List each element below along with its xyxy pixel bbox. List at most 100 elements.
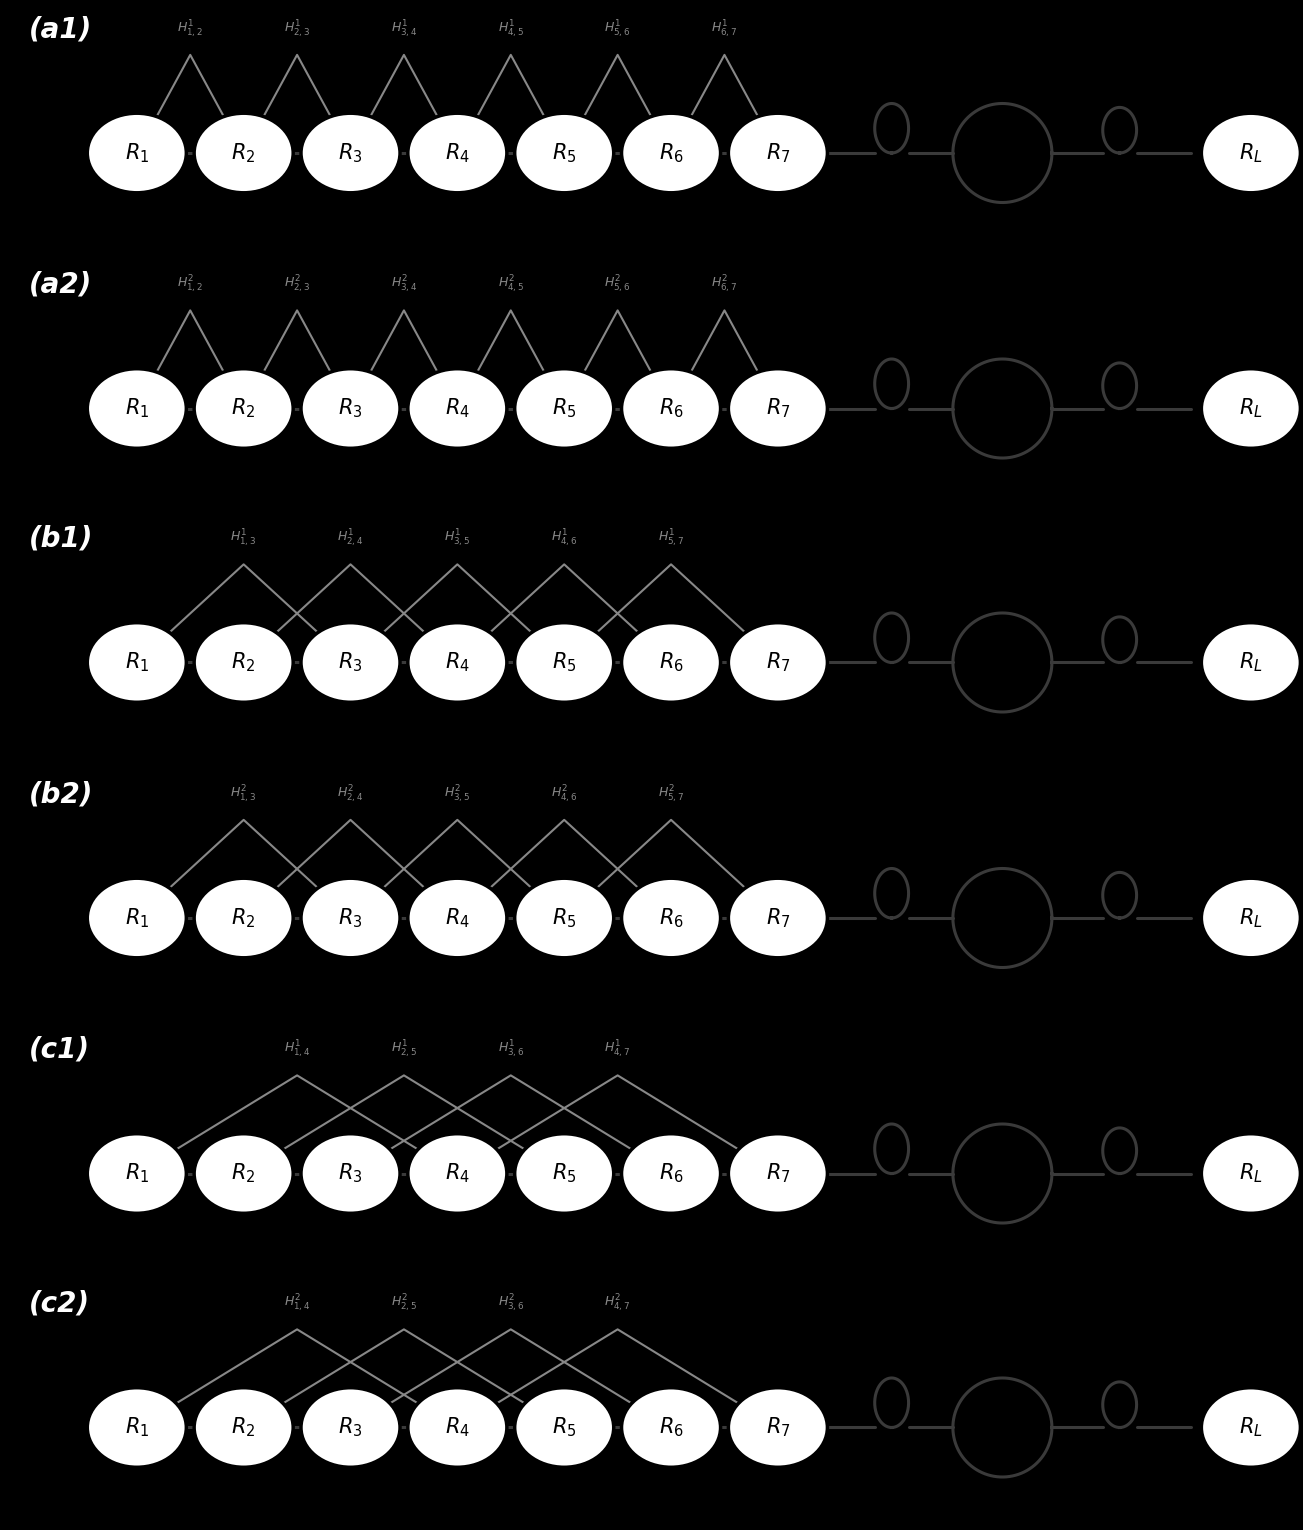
Text: $R_{6}$: $R_{6}$ [658,396,684,421]
Text: $R_{1}$: $R_{1}$ [125,396,149,421]
Ellipse shape [515,369,614,448]
Text: $H^2_{4,5}$: $H^2_{4,5}$ [498,274,524,295]
Text: (c2): (c2) [29,1290,90,1317]
Ellipse shape [87,113,186,193]
Text: $R_{4}$: $R_{4}$ [444,1415,470,1440]
Text: $H^1_{4,5}$: $H^1_{4,5}$ [498,18,524,40]
Text: $H^1_{1,4}$: $H^1_{1,4}$ [284,1039,310,1060]
Text: $R_{3}$: $R_{3}$ [339,906,362,930]
Ellipse shape [194,623,293,702]
Text: $H^2_{1,2}$: $H^2_{1,2}$ [177,274,203,295]
Text: $H^1_{4,7}$: $H^1_{4,7}$ [605,1039,631,1060]
Text: $H^2_{4,6}$: $H^2_{4,6}$ [551,783,577,805]
Text: $R_{7}$: $R_{7}$ [766,650,790,675]
Ellipse shape [515,1388,614,1467]
Ellipse shape [1201,1134,1300,1213]
Text: $R_L$: $R_L$ [1239,906,1263,930]
Text: $R_{1}$: $R_{1}$ [125,1415,149,1440]
Text: $R_{6}$: $R_{6}$ [658,650,684,675]
Text: $H^2_{2,3}$: $H^2_{2,3}$ [284,274,310,295]
Ellipse shape [194,113,293,193]
Ellipse shape [728,113,827,193]
Text: $R_{1}$: $R_{1}$ [125,1161,149,1186]
Text: $R_{4}$: $R_{4}$ [444,906,470,930]
Text: $H^1_{2,5}$: $H^1_{2,5}$ [391,1039,417,1060]
Ellipse shape [728,623,827,702]
Text: $H^2_{2,5}$: $H^2_{2,5}$ [391,1293,417,1314]
Text: (b1): (b1) [29,525,93,552]
Text: $R_{7}$: $R_{7}$ [766,906,790,930]
Ellipse shape [622,369,721,448]
Text: $R_{2}$: $R_{2}$ [232,906,255,930]
Text: $R_L$: $R_L$ [1239,396,1263,421]
Text: $R_{5}$: $R_{5}$ [552,1415,576,1440]
Text: $R_{2}$: $R_{2}$ [232,650,255,675]
Ellipse shape [408,1388,507,1467]
Text: $R_{5}$: $R_{5}$ [552,650,576,675]
Text: $R_L$: $R_L$ [1239,1161,1263,1186]
Text: $H^2_{3,5}$: $H^2_{3,5}$ [444,783,470,805]
Text: $H^1_{1,2}$: $H^1_{1,2}$ [177,18,203,40]
Text: $H^1_{3,4}$: $H^1_{3,4}$ [391,18,417,40]
Ellipse shape [408,369,507,448]
Ellipse shape [408,113,507,193]
Ellipse shape [1201,878,1300,958]
Text: $H^2_{6,7}$: $H^2_{6,7}$ [711,274,737,295]
Text: $R_{2}$: $R_{2}$ [232,396,255,421]
Text: $H^1_{1,3}$: $H^1_{1,3}$ [231,528,257,549]
Ellipse shape [622,623,721,702]
Ellipse shape [1201,369,1300,448]
Text: $H^1_{2,3}$: $H^1_{2,3}$ [284,18,310,40]
Text: (c1): (c1) [29,1036,90,1063]
Text: $R_{2}$: $R_{2}$ [232,1161,255,1186]
Ellipse shape [622,878,721,958]
Text: $R_{4}$: $R_{4}$ [444,396,470,421]
Text: $R_{4}$: $R_{4}$ [444,141,470,165]
Ellipse shape [194,369,293,448]
Text: $R_L$: $R_L$ [1239,1415,1263,1440]
Text: $R_{1}$: $R_{1}$ [125,906,149,930]
Text: $R_{2}$: $R_{2}$ [232,141,255,165]
Ellipse shape [1201,623,1300,702]
Text: $H^2_{1,4}$: $H^2_{1,4}$ [284,1293,310,1314]
Text: $R_{6}$: $R_{6}$ [658,906,684,930]
Ellipse shape [1201,113,1300,193]
Ellipse shape [194,878,293,958]
Text: $H^2_{3,4}$: $H^2_{3,4}$ [391,274,417,295]
Text: $R_{3}$: $R_{3}$ [339,650,362,675]
Ellipse shape [87,878,186,958]
Ellipse shape [622,1388,721,1467]
Text: $R_{5}$: $R_{5}$ [552,396,576,421]
Ellipse shape [408,1134,507,1213]
Text: $R_{7}$: $R_{7}$ [766,1415,790,1440]
Text: $R_{6}$: $R_{6}$ [658,1161,684,1186]
Ellipse shape [408,623,507,702]
Text: (a1): (a1) [29,15,93,43]
Ellipse shape [301,623,400,702]
Ellipse shape [194,1134,293,1213]
Ellipse shape [301,113,400,193]
Ellipse shape [728,878,827,958]
Text: $R_{5}$: $R_{5}$ [552,1161,576,1186]
Text: $R_{3}$: $R_{3}$ [339,396,362,421]
Ellipse shape [87,1388,186,1467]
Text: $R_{5}$: $R_{5}$ [552,141,576,165]
Text: $R_{1}$: $R_{1}$ [125,141,149,165]
Text: $R_{7}$: $R_{7}$ [766,396,790,421]
Text: $H^1_{2,4}$: $H^1_{2,4}$ [337,528,364,549]
Ellipse shape [728,1388,827,1467]
Ellipse shape [301,1134,400,1213]
Ellipse shape [728,1134,827,1213]
Text: $R_{3}$: $R_{3}$ [339,1415,362,1440]
Ellipse shape [622,1134,721,1213]
Ellipse shape [194,1388,293,1467]
Text: (a2): (a2) [29,271,93,298]
Text: $H^1_{6,7}$: $H^1_{6,7}$ [711,18,737,40]
Text: $R_L$: $R_L$ [1239,650,1263,675]
Text: $H^1_{4,6}$: $H^1_{4,6}$ [551,528,577,549]
Ellipse shape [87,623,186,702]
Text: $R_{1}$: $R_{1}$ [125,650,149,675]
Text: $R_{5}$: $R_{5}$ [552,906,576,930]
Ellipse shape [622,113,721,193]
Ellipse shape [515,113,614,193]
